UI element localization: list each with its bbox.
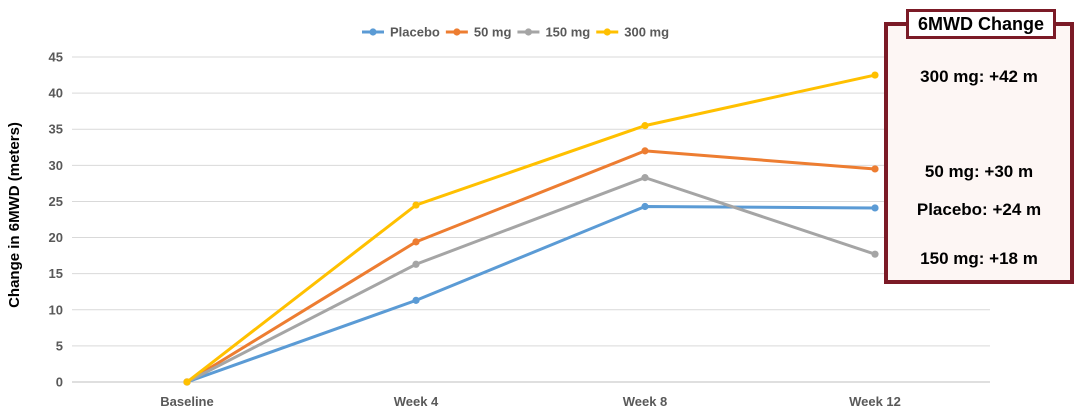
y-tick-label: 20 — [49, 230, 63, 245]
y-tick-label: 40 — [49, 86, 63, 101]
callout-item-300mg: 300 mg: +42 m — [920, 67, 1038, 86]
data-point-placebo — [641, 202, 649, 211]
data-point-300-mg — [183, 378, 191, 386]
series-lines — [183, 71, 879, 386]
legend-marker-50-mg — [453, 28, 461, 36]
data-point-50-mg — [412, 238, 420, 246]
data-point-300-mg — [641, 122, 649, 130]
y-tick-label: 0 — [56, 375, 63, 390]
series-line-placebo — [186, 205, 876, 384]
y-tick-label: 35 — [49, 122, 63, 137]
callout-box: 6MWD Change 300 mg: +42 m 50 mg: +30 m P… — [884, 9, 1074, 284]
legend-label-150-mg: 150 mg — [545, 25, 590, 40]
x-tick-label: Week 4 — [394, 394, 439, 409]
y-tick-label: 25 — [49, 194, 63, 209]
data-point-50-mg — [871, 165, 879, 173]
legend: Placebo 50 mg 150 mg 300 mg — [362, 25, 669, 40]
y-tick-label: 10 — [49, 302, 63, 317]
y-axis-label: Change in 6MWD (meters) — [6, 122, 23, 308]
data-point-50-mg — [641, 147, 649, 155]
x-tick-label: Baseline — [160, 394, 213, 409]
legend-label-placebo: Placebo — [390, 25, 440, 40]
legend-label-300-mg: 300 mg — [624, 25, 669, 40]
callout-item-150mg: 150 mg: +18 m — [920, 249, 1038, 268]
legend-marker-150-mg — [524, 28, 533, 36]
x-tick-label: Week 8 — [623, 394, 668, 409]
data-point-placebo — [412, 296, 420, 304]
x-tick-label: Week 12 — [849, 394, 901, 409]
y-axis-ticks: 0 5 10 15 20 25 30 35 40 45 — [49, 50, 63, 390]
callout-item-placebo: Placebo: +24 m — [916, 200, 1042, 219]
x-axis-ticks: Baseline Week 4 Week 8 Week 12 — [160, 394, 901, 409]
data-point-150-mg — [871, 250, 879, 258]
legend-label-50-mg: 50 mg — [474, 25, 512, 40]
series-line-150-mg — [186, 176, 876, 384]
data-point-300-mg — [871, 71, 879, 79]
legend-marker-300-mg — [603, 28, 611, 36]
legend-marker-placebo — [369, 28, 377, 36]
series-line-300-mg — [186, 73, 876, 384]
callout-title: 6MWD Change — [906, 9, 1056, 39]
y-tick-label: 30 — [49, 158, 63, 173]
data-point-150-mg — [412, 260, 420, 268]
y-tick-label: 5 — [56, 338, 63, 353]
y-tick-label: 45 — [49, 50, 63, 65]
gridlines — [72, 56, 990, 383]
data-point-150-mg — [641, 174, 649, 182]
callout-item-50mg: 50 mg: +30 m — [924, 162, 1034, 181]
data-point-placebo — [871, 204, 879, 212]
y-tick-label: 15 — [49, 266, 63, 281]
data-point-300-mg — [412, 201, 420, 209]
series-line-50-mg — [186, 149, 876, 384]
